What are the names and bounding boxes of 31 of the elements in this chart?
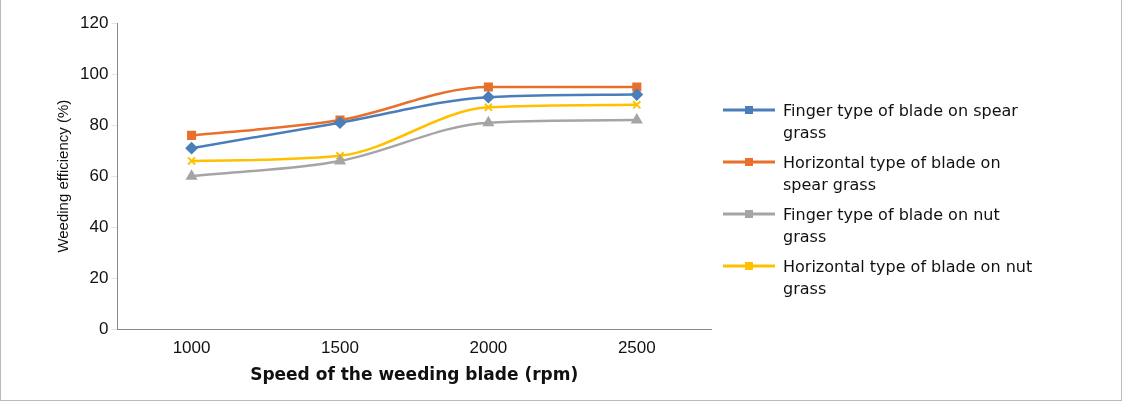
point xyxy=(630,88,643,101)
y-tick-label: 60 xyxy=(89,165,109,185)
point xyxy=(483,102,493,112)
y-tick-label: 40 xyxy=(89,216,109,236)
point xyxy=(632,100,642,110)
y-tick-label: 0 xyxy=(98,318,109,338)
x-axis-title: Speed of the weeding blade (rpm) xyxy=(250,364,579,385)
point xyxy=(631,114,643,124)
point xyxy=(187,130,197,140)
point xyxy=(334,154,346,165)
y-tick-label: 100 xyxy=(79,63,109,83)
x-tick-label: 2000 xyxy=(469,338,508,358)
x-tick-label: 1500 xyxy=(321,338,359,358)
legend-label: Finger type of blade on spear grass xyxy=(783,100,1019,144)
point xyxy=(333,116,346,129)
y-tick-label: 120 xyxy=(79,12,109,32)
point xyxy=(483,82,493,92)
point xyxy=(483,116,494,127)
y-axis-title: Weeding efficiency (%) xyxy=(54,99,72,253)
point xyxy=(187,156,197,166)
legend-label: Horizontal type of blade on spear grass xyxy=(783,152,1002,196)
x-tick-label: 2500 xyxy=(617,338,656,358)
point xyxy=(185,142,198,155)
point xyxy=(335,151,345,161)
x-tick-label: 1000 xyxy=(172,338,211,358)
y-tick-label: 20 xyxy=(89,267,109,287)
y-tick-label: 80 xyxy=(89,114,109,134)
point xyxy=(482,91,495,104)
legend-label: Horizontal type of blade on nut grass xyxy=(783,256,1033,300)
point xyxy=(186,170,197,180)
legend-label: Finger type of blade on nut grass xyxy=(783,204,1001,248)
